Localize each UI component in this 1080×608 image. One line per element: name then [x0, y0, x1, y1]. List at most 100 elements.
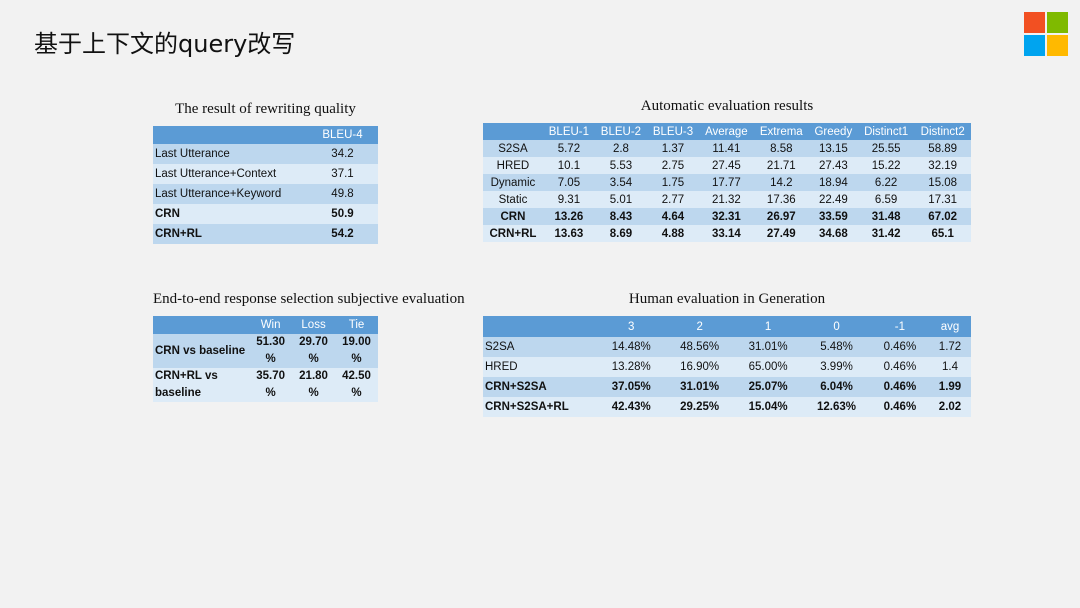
table-row: HRED 13.28% 16.90% 65.00% 3.99% 0.46% 1.4: [483, 357, 971, 377]
value-cell: 15.04%: [733, 397, 803, 417]
value-cell: 51.30 %: [249, 334, 293, 368]
value-cell: 6.04%: [802, 377, 871, 397]
corner-cell: [153, 316, 250, 334]
table-row: CRN+RL 13.63 8.69 4.88 33.14 27.49 34.68 31.42 6…: [483, 225, 971, 242]
data-table: Win Loss Tie CRN vs baseline 51.30 % 29.70 % 1…: [153, 316, 378, 402]
value-cell: 15.08: [914, 174, 971, 191]
header-cell: Distinct2: [914, 123, 971, 140]
table-row: Last Utterance+Context 37.1: [153, 164, 378, 184]
data-table: 3 2 1 0 -1 avg S2SA 14.48% 48.56% 31.01% 5.48% 0.46…: [483, 316, 971, 417]
value-cell: 0.46%: [870, 337, 929, 357]
table-row: S2SA 14.48% 48.56% 31.01% 5.48% 0.46% 1.72: [483, 337, 971, 357]
value-cell: 3.99%: [802, 357, 871, 377]
value-cell: 10.1: [542, 157, 595, 174]
table-row: Dynamic 7.05 3.54 1.75 17.77 14.2 18.94 6.22 15.…: [483, 174, 971, 191]
value-cell: 27.45: [698, 157, 754, 174]
value-cell: 25.55: [857, 140, 915, 157]
value-cell: 8.69: [594, 225, 647, 242]
header-cell: 0: [802, 316, 871, 337]
value-cell: 2.75: [646, 157, 699, 174]
value-cell: 15.22: [857, 157, 915, 174]
header-row: BLEU-4: [153, 126, 378, 144]
table-row: CRN+RL vs baseline 35.70 % 21.80 % 42.50 %: [153, 368, 378, 402]
row-label: CRN+RL vs baseline: [153, 368, 250, 402]
value-cell: 2.77: [646, 191, 699, 208]
corner-cell: [483, 316, 597, 337]
value-cell: 13.26: [542, 208, 595, 225]
row-label: S2SA: [483, 337, 597, 357]
value-cell: 29.70 %: [292, 334, 336, 368]
logo: [1024, 12, 1068, 56]
value-cell: 42.50 %: [335, 368, 378, 402]
value-cell: 21.80 %: [292, 368, 336, 402]
table-caption: Human evaluation in Generation: [628, 291, 826, 307]
header-cell: Loss: [292, 316, 336, 334]
value-cell: 27.49: [753, 225, 809, 242]
value-cell: 22.49: [808, 191, 858, 208]
value-cell: 37.1: [307, 164, 378, 184]
value-cell: 0.46%: [870, 357, 929, 377]
value-cell: 50.9: [307, 204, 378, 224]
value-cell: 65.1: [914, 225, 971, 242]
table-body: S2SA 14.48% 48.56% 31.01% 5.48% 0.46% 1.72 HRED…: [483, 337, 971, 417]
row-label: Static: [483, 191, 543, 208]
value-cell: 9.31: [542, 191, 595, 208]
header-cell: 1: [733, 316, 803, 337]
table-block: Human evaluation in Generation 3 2 1 0 -1 avg S…: [483, 291, 971, 417]
value-cell: 5.53: [594, 157, 647, 174]
table-row: HRED 10.1 5.53 2.75 27.45 21.71 27.43 15.22 32.1…: [483, 157, 971, 174]
value-cell: 13.15: [808, 140, 858, 157]
header-row: Win Loss Tie: [153, 316, 378, 334]
row-label: CRN: [153, 204, 307, 224]
value-cell: 0.46%: [870, 377, 929, 397]
header-cell: BLEU-2: [594, 123, 647, 140]
row-label: CRN+S2SA: [483, 377, 597, 397]
table-head: BLEU-4: [153, 126, 378, 144]
table-block: Automatic evaluation results BLEU-1 BLEU-2…: [483, 98, 971, 242]
row-label: Last Utterance+Context: [153, 164, 307, 184]
value-cell: 34.68: [808, 225, 858, 242]
data-table: BLEU-1 BLEU-2 BLEU-3 Average Extrema Greedy Di…: [483, 123, 971, 242]
value-cell: 19.00 %: [335, 334, 378, 368]
table-row: S2SA 5.72 2.8 1.37 11.41 8.58 13.15 25.55 58.89: [483, 140, 971, 157]
value-cell: 16.90%: [665, 357, 734, 377]
table-head: Win Loss Tie: [153, 316, 378, 334]
table-row: Static 9.31 5.01 2.77 21.32 17.36 22.49 6.59 17.…: [483, 191, 971, 208]
header-cell: 2: [665, 316, 734, 337]
value-cell: 17.77: [698, 174, 754, 191]
value-cell: 29.25%: [665, 397, 734, 417]
value-cell: 49.8: [307, 184, 378, 204]
value-cell: 6.22: [857, 174, 915, 191]
value-cell: 31.01%: [665, 377, 734, 397]
table-body: S2SA 5.72 2.8 1.37 11.41 8.58 13.15 25.55 58.89 H…: [483, 140, 971, 242]
header-cell: Distinct1: [857, 123, 915, 140]
value-cell: 33.59: [808, 208, 858, 225]
value-cell: 8.43: [594, 208, 647, 225]
value-cell: 0.46%: [870, 397, 929, 417]
value-cell: 6.59: [857, 191, 915, 208]
table-body: Last Utterance 34.2 Last Utterance+Context…: [153, 144, 378, 244]
value-cell: 4.88: [646, 225, 699, 242]
table-head: 3 2 1 0 -1 avg: [483, 316, 971, 337]
value-cell: 11.41: [698, 140, 754, 157]
value-cell: 58.89: [914, 140, 971, 157]
value-cell: 26.97: [753, 208, 809, 225]
value-cell: 14.2: [753, 174, 809, 191]
value-cell: 5.48%: [802, 337, 871, 357]
value-cell: 37.05%: [597, 377, 666, 397]
value-cell: 33.14: [698, 225, 754, 242]
header-row: BLEU-1 BLEU-2 BLEU-3 Average Extrema Greedy Di…: [483, 123, 971, 140]
row-label: CRN+RL: [153, 224, 307, 244]
row-label: Last Utterance+Keyword: [153, 184, 307, 204]
table-row: CRN vs baseline 51.30 % 29.70 % 19.00 %: [153, 334, 378, 368]
row-label: CRN vs baseline: [153, 334, 250, 368]
value-cell: 48.56%: [665, 337, 734, 357]
value-cell: 2.02: [928, 397, 971, 417]
value-cell: 13.28%: [597, 357, 666, 377]
table-row: Last Utterance+Keyword 49.8: [153, 184, 378, 204]
value-cell: 1.72: [928, 337, 971, 357]
row-label: CRN+S2SA+RL: [483, 397, 597, 417]
header-cell: BLEU-4: [307, 126, 378, 144]
table-caption: End-to-end response selection subjective…: [153, 291, 465, 307]
